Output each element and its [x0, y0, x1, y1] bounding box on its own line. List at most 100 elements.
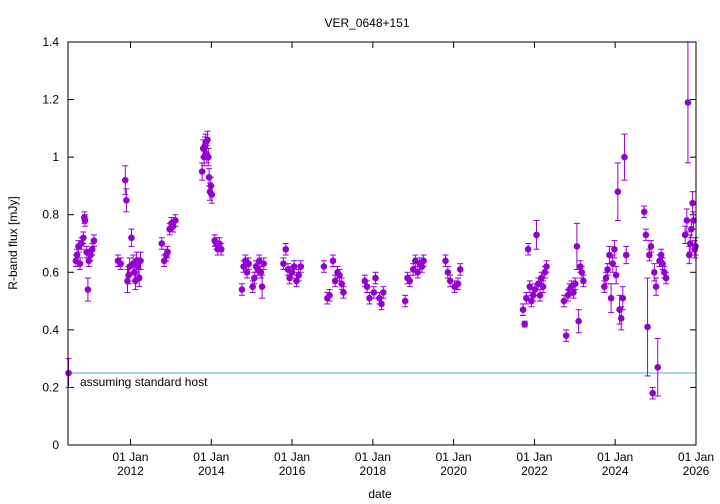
- flux-marker: [363, 283, 371, 290]
- flux-marker: [456, 266, 464, 273]
- data-point: [338, 277, 345, 291]
- data-point: [611, 240, 618, 259]
- flux-marker: [238, 286, 246, 293]
- flux-marker: [198, 168, 206, 175]
- flux-marker: [444, 268, 452, 276]
- data-point: [137, 251, 144, 270]
- data-point: [340, 286, 347, 299]
- flux-marker: [562, 332, 570, 339]
- data-point: [297, 260, 305, 273]
- data-point: [249, 280, 256, 293]
- x-tick-label-day: 01 Jan: [678, 450, 714, 464]
- x-tick-label-year: 2014: [198, 464, 225, 478]
- data-point: [649, 386, 656, 400]
- flux-marker: [611, 245, 618, 253]
- flux-marker: [659, 260, 666, 267]
- data-point: [543, 260, 550, 273]
- data-point: [456, 263, 464, 276]
- flux-marker: [172, 217, 179, 224]
- flux-marker: [652, 283, 660, 290]
- data-point: [238, 283, 246, 296]
- flux-marker: [642, 231, 650, 239]
- data-point: [523, 291, 530, 305]
- flux-marker: [76, 260, 84, 267]
- flux-marker: [571, 280, 579, 288]
- flux-marker: [454, 280, 462, 288]
- x-tick-label-day: 01 Jan: [274, 450, 310, 464]
- data-point: [363, 280, 371, 293]
- y-tick-label: 0.8: [42, 208, 59, 222]
- flux-marker: [336, 271, 343, 279]
- data-point: [80, 231, 87, 244]
- x-tick-label-year: 2020: [440, 464, 467, 478]
- data-point: [329, 254, 337, 268]
- flux-marker: [646, 251, 653, 259]
- flux-marker: [578, 268, 586, 276]
- flux-marker: [257, 268, 265, 276]
- data-point: [257, 266, 265, 279]
- data-point: [619, 286, 627, 311]
- host-flux-label: assuming standard host: [80, 375, 208, 389]
- data-point: [401, 294, 409, 308]
- flux-marker: [124, 277, 131, 285]
- flux-marker: [524, 245, 532, 253]
- data-point: [601, 280, 608, 293]
- flux-marker: [580, 277, 587, 285]
- data-point: [659, 257, 666, 270]
- data-point: [612, 266, 620, 285]
- data-point: [158, 237, 166, 250]
- data-point: [88, 243, 96, 256]
- data-point: [602, 271, 610, 285]
- flux-marker: [654, 363, 662, 371]
- flux-marker: [647, 243, 655, 250]
- flux-marker: [640, 208, 648, 216]
- data-point: [331, 274, 339, 288]
- data-point: [521, 320, 529, 328]
- data-point: [573, 222, 581, 270]
- flux-marker: [164, 248, 171, 256]
- data-point: [571, 277, 579, 291]
- data-point: [622, 245, 630, 265]
- data-point: [642, 228, 650, 242]
- data-point: [251, 271, 258, 285]
- flux-marker: [621, 153, 628, 161]
- flux-marker: [619, 294, 627, 302]
- flux-marker: [320, 263, 328, 270]
- flux-marker: [260, 260, 268, 267]
- flux-marker: [681, 231, 689, 239]
- flux-marker: [446, 277, 454, 285]
- data-point: [647, 240, 655, 253]
- flux-marker: [249, 283, 256, 290]
- x-tick-label-year: 2024: [602, 464, 629, 478]
- x-tick-label-day: 01 Jan: [597, 450, 633, 464]
- data-point: [454, 277, 462, 291]
- y-tick-label: 0.2: [42, 380, 59, 394]
- flux-marker: [378, 300, 385, 308]
- flux-marker: [521, 320, 529, 328]
- y-tick-label: 0.4: [42, 323, 59, 337]
- chart-title: VER_0648+151: [324, 16, 409, 30]
- x-tick-label-day: 01 Jan: [436, 450, 472, 464]
- data-point: [282, 243, 290, 256]
- x-tick-label-year: 2022: [521, 464, 548, 478]
- data-point: [621, 133, 628, 181]
- data-point: [689, 191, 696, 216]
- x-axis-label: date: [368, 487, 392, 501]
- flux-marker: [649, 389, 656, 397]
- flux-marker: [686, 240, 694, 247]
- data-point: [90, 234, 98, 247]
- flux-marker: [604, 266, 611, 273]
- flux-marker: [370, 289, 378, 296]
- flux-marker: [539, 283, 547, 290]
- x-tick-label-year: 2012: [117, 464, 144, 478]
- data-point: [519, 303, 527, 316]
- data-point: [117, 257, 125, 270]
- data-point: [646, 248, 653, 262]
- flux-marker: [606, 251, 613, 259]
- flux-marker: [651, 268, 658, 276]
- x-tick-label-day: 01 Jan: [112, 450, 148, 464]
- flux-marker: [533, 231, 540, 239]
- flux-marker: [602, 274, 610, 282]
- flux-marker: [609, 260, 617, 267]
- data-point: [683, 208, 691, 233]
